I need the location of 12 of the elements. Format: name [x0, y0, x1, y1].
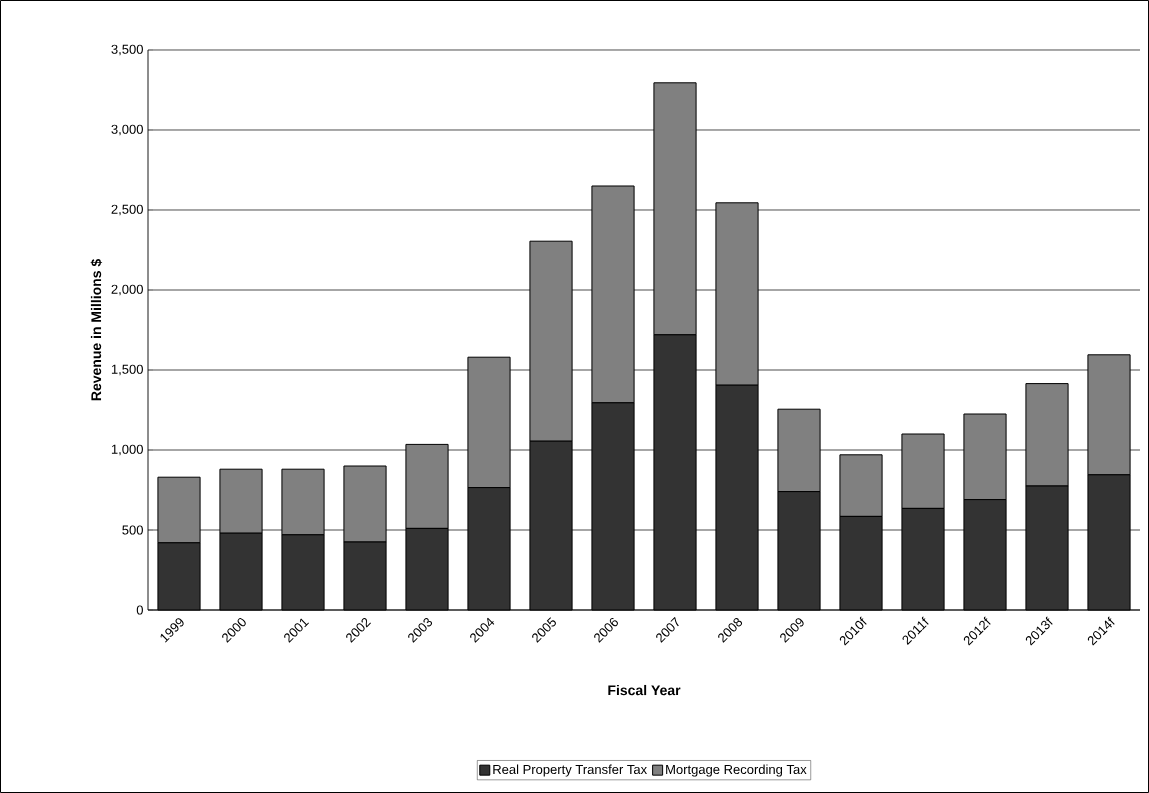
y-tick-label: 2,500: [111, 204, 143, 216]
y-tick-label: 3,500: [111, 44, 143, 56]
x-axis-title: Fiscal Year: [608, 684, 681, 696]
y-tick-label: 3,000: [111, 124, 143, 136]
y-axis-title: Revenue in Millions $: [90, 259, 103, 401]
legend-label: Real Property Transfer Tax: [493, 764, 647, 777]
y-tick-label: 1,000: [111, 444, 143, 456]
y-tick-label: 1,500: [111, 364, 143, 376]
y-tick-label: 500: [122, 525, 143, 535]
legend-label: Mortgage Recording Tax: [666, 764, 807, 777]
y-tick-label: 2,000: [111, 284, 143, 296]
y-tick-label: 0: [136, 605, 143, 615]
